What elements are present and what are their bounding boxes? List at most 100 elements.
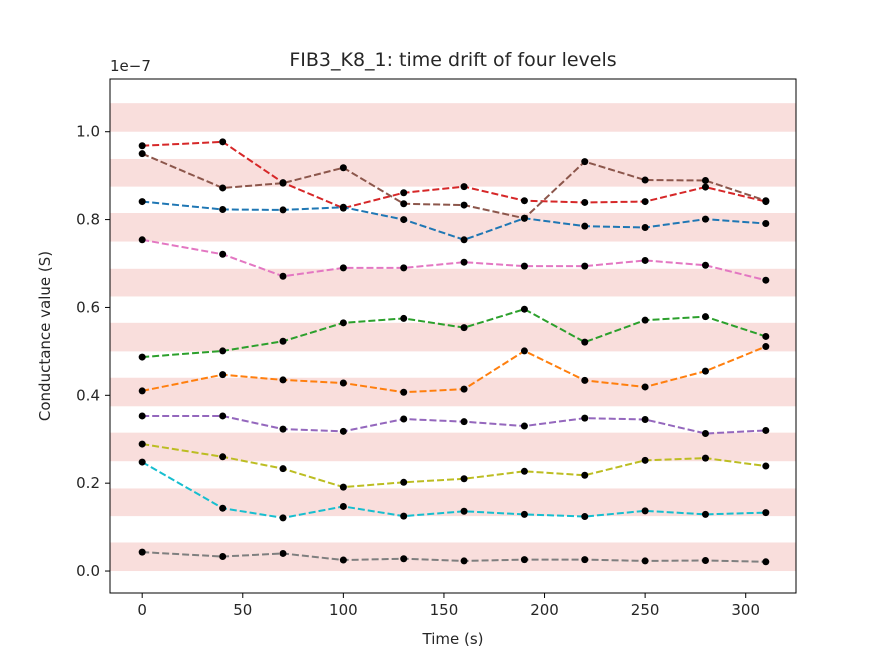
data-point	[219, 504, 227, 512]
band-4	[110, 322, 796, 352]
series-7	[138, 440, 770, 491]
series-5	[138, 343, 770, 396]
series-8	[138, 458, 770, 522]
data-point	[581, 513, 589, 521]
data-point	[400, 200, 408, 208]
series-group	[138, 138, 770, 566]
data-point	[581, 158, 589, 166]
band-6	[110, 212, 796, 242]
y-tick-label: 0.4	[76, 386, 100, 404]
band-5	[110, 268, 796, 297]
data-point	[701, 313, 709, 321]
data-point	[219, 371, 227, 379]
data-point	[520, 197, 528, 205]
series-line	[142, 443, 766, 489]
data-point	[339, 319, 347, 327]
x-tick-label: 0	[137, 601, 147, 619]
data-point	[460, 385, 468, 393]
data-point	[460, 236, 468, 244]
data-point	[339, 264, 347, 272]
data-point	[581, 376, 589, 384]
data-point	[762, 332, 770, 340]
x-tick-label: 50	[233, 601, 252, 619]
data-point	[400, 555, 408, 563]
data-point	[762, 558, 770, 566]
data-point	[581, 338, 589, 346]
data-point	[219, 138, 227, 146]
data-point	[701, 556, 709, 564]
x-axis: 0 50 100 150 200 250 300	[137, 593, 760, 619]
x-tick-label: 100	[329, 601, 358, 619]
data-point	[219, 347, 227, 355]
band-3	[110, 377, 796, 407]
data-point	[460, 324, 468, 332]
data-point	[581, 262, 589, 270]
data-point	[460, 475, 468, 483]
data-point	[460, 507, 468, 515]
data-point	[762, 197, 770, 205]
data-point	[219, 205, 227, 213]
data-point	[339, 379, 347, 387]
data-point	[138, 387, 146, 395]
data-point	[762, 276, 770, 284]
data-point	[641, 456, 649, 464]
data-point	[400, 415, 408, 423]
y-offset-text: 1e−7	[110, 57, 151, 75]
data-point	[460, 258, 468, 266]
data-point	[400, 216, 408, 224]
x-tick-label: 250	[631, 601, 660, 619]
data-point	[460, 183, 468, 191]
data-point	[641, 507, 649, 515]
data-point	[701, 367, 709, 375]
data-point	[138, 412, 146, 420]
data-point	[581, 556, 589, 564]
data-point	[520, 347, 528, 355]
data-point	[279, 272, 287, 280]
data-point	[138, 198, 146, 206]
data-point	[520, 467, 528, 475]
series-line	[142, 238, 767, 282]
x-tick-label: 200	[530, 601, 559, 619]
data-point	[279, 376, 287, 384]
data-point	[138, 150, 146, 158]
data-point	[339, 427, 347, 435]
data-point	[762, 462, 770, 470]
y-tick-label: 0.0	[76, 562, 100, 580]
data-point	[641, 223, 649, 231]
data-point	[219, 184, 227, 192]
data-point	[279, 425, 287, 433]
data-point	[641, 316, 649, 324]
data-point	[460, 201, 468, 209]
data-point	[701, 183, 709, 191]
data-point	[520, 214, 528, 222]
series-2	[138, 198, 770, 244]
y-tick-label: 1.0	[76, 123, 100, 141]
series-6	[138, 412, 770, 438]
data-point	[762, 509, 770, 517]
data-point	[400, 388, 408, 396]
data-point	[219, 453, 227, 461]
data-point	[279, 514, 287, 522]
band-2	[110, 432, 796, 462]
data-point	[219, 412, 227, 420]
data-point	[520, 422, 528, 430]
data-point	[460, 418, 468, 426]
chart-title: FIB3_K8_1: time drift of four levels	[289, 49, 616, 71]
plot-frame	[109, 78, 797, 594]
data-point	[701, 430, 709, 438]
data-point	[701, 261, 709, 269]
data-point	[641, 415, 649, 423]
series-line	[142, 414, 766, 435]
data-point	[138, 142, 146, 150]
data-point	[400, 314, 408, 322]
data-point	[219, 553, 227, 561]
data-point	[279, 549, 287, 557]
data-point	[520, 510, 528, 518]
data-point	[701, 510, 709, 518]
data-point	[762, 426, 770, 434]
data-point	[400, 189, 408, 197]
data-point	[581, 414, 589, 422]
data-point	[701, 176, 709, 184]
series-1	[138, 150, 770, 222]
